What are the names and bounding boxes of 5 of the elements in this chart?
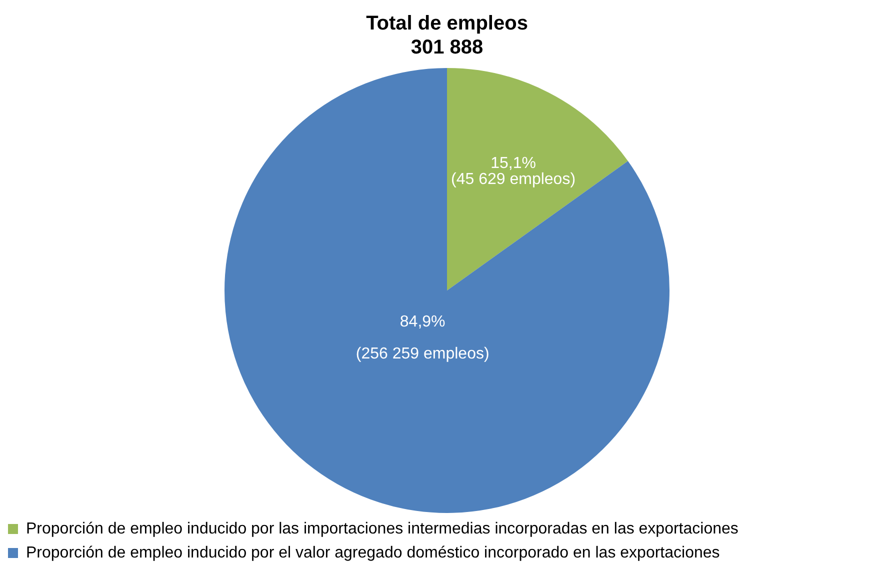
chart-title: Total de empleos 301 888	[366, 12, 528, 59]
data-label: 15,1% (45 629 empleos)	[451, 155, 576, 188]
data-label: 84,9% (256 259 empleos)	[356, 313, 490, 362]
legend-label: Proporción de empleo inducido por el valor agregado doméstico incorporado en las exportaciones	[26, 544, 720, 562]
legend-label: Proporción de empleo inducido por las importaciones intermedias incorporadas en las exportaciones	[26, 520, 738, 538]
